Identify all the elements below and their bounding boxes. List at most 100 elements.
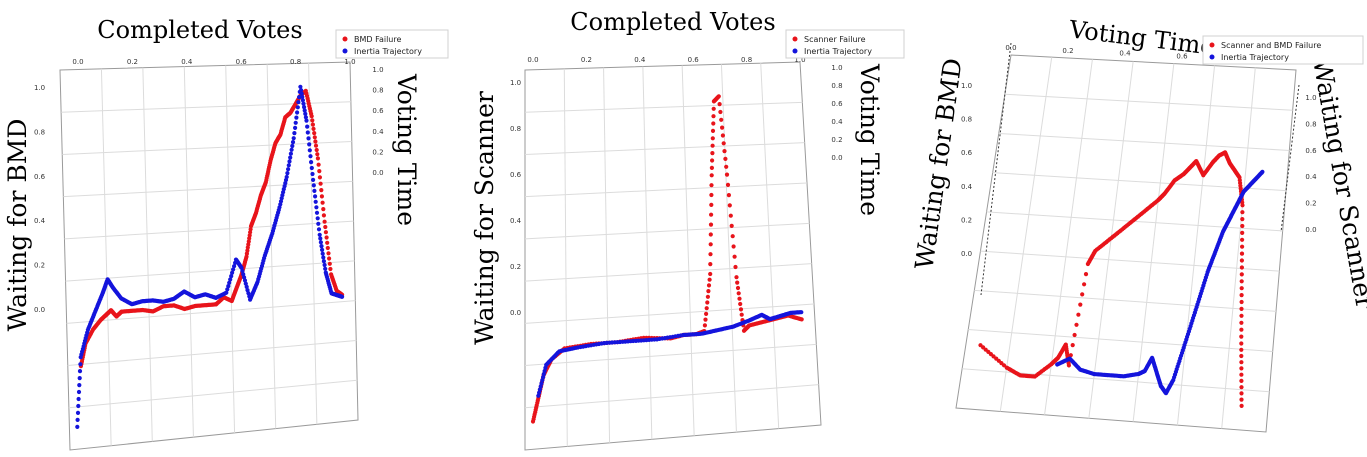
grid-line bbox=[66, 300, 356, 324]
data-point bbox=[720, 125, 725, 130]
legend-marker-red bbox=[792, 36, 798, 42]
data-point bbox=[738, 301, 743, 307]
plot-frame bbox=[955, 54, 1297, 433]
data-point bbox=[1240, 230, 1245, 235]
data-point bbox=[321, 255, 326, 260]
series-group bbox=[530, 94, 804, 424]
data-point bbox=[77, 383, 82, 388]
data-point bbox=[241, 272, 246, 277]
data-point bbox=[242, 278, 248, 283]
legend: Scanner and BMD Failure Inertia Trajecto… bbox=[1202, 35, 1364, 65]
chart-title: Completed Votes bbox=[97, 16, 302, 44]
grid-line bbox=[68, 379, 358, 409]
axis-edge-dashed bbox=[1280, 84, 1300, 233]
data-point bbox=[726, 193, 731, 198]
top-tick-label: 0.2 bbox=[581, 56, 592, 64]
data-point bbox=[710, 158, 715, 163]
right-tick-label: 0.8 bbox=[1305, 120, 1316, 128]
data-point bbox=[709, 165, 714, 170]
top-tick-label: 0.4 bbox=[1119, 50, 1131, 58]
grid-group bbox=[955, 42, 1300, 433]
data-point bbox=[323, 224, 328, 230]
left-tick-label: 0.8 bbox=[510, 125, 521, 133]
data-point bbox=[76, 396, 81, 402]
data-point bbox=[316, 221, 321, 226]
data-point bbox=[295, 110, 300, 115]
data-point bbox=[725, 182, 731, 187]
data-point bbox=[1072, 332, 1077, 338]
data-point bbox=[76, 389, 82, 395]
data-point bbox=[246, 239, 251, 244]
grid-line bbox=[64, 220, 354, 240]
grid-line bbox=[225, 65, 236, 433]
right-tick-label: 0.4 bbox=[372, 128, 384, 136]
data-point bbox=[708, 222, 714, 227]
data-point bbox=[297, 95, 302, 100]
data-point bbox=[75, 410, 81, 415]
data-point bbox=[1239, 366, 1244, 371]
data-point bbox=[735, 285, 741, 291]
data-point bbox=[318, 240, 323, 245]
data-point bbox=[311, 183, 316, 188]
data-point bbox=[299, 91, 304, 96]
top-tick-label: 0.0 bbox=[527, 56, 538, 64]
data-point bbox=[319, 194, 324, 199]
grid-group bbox=[524, 61, 822, 451]
data-point bbox=[317, 175, 322, 180]
right-tick-label: 0.2 bbox=[1305, 200, 1316, 208]
data-point bbox=[719, 117, 724, 122]
data-point bbox=[1239, 286, 1244, 291]
top-tick-label: 0.6 bbox=[688, 56, 700, 64]
data-point bbox=[1260, 169, 1265, 174]
data-point bbox=[727, 203, 732, 208]
data-point bbox=[244, 284, 249, 289]
top-tick-label: 0.2 bbox=[127, 58, 138, 66]
data-point bbox=[1239, 251, 1245, 256]
data-point bbox=[799, 310, 804, 315]
data-point bbox=[292, 131, 297, 136]
data-point bbox=[1070, 343, 1075, 348]
data-point bbox=[739, 312, 744, 317]
data-point bbox=[314, 210, 320, 215]
data-point bbox=[716, 94, 721, 99]
data-point bbox=[705, 294, 710, 299]
data-point bbox=[1239, 391, 1244, 396]
data-point bbox=[305, 130, 310, 135]
data-point bbox=[704, 306, 709, 311]
grid-line bbox=[962, 368, 1270, 393]
data-point bbox=[244, 254, 249, 259]
data-point bbox=[75, 417, 80, 422]
data-point bbox=[226, 284, 231, 289]
right-tick-labels: 1.0 0.8 0.6 0.4 0.2 0.0 bbox=[831, 64, 843, 162]
grid-line bbox=[100, 68, 112, 446]
left-tick-label: 0.6 bbox=[510, 171, 522, 179]
data-point bbox=[799, 317, 804, 322]
data-point bbox=[320, 247, 325, 252]
data-point bbox=[708, 271, 713, 277]
y-axis-label: Waiting for BMD bbox=[911, 56, 968, 271]
data-point bbox=[1240, 217, 1245, 222]
data-point bbox=[710, 136, 715, 141]
data-point bbox=[246, 291, 251, 296]
left-tick-label: 0.4 bbox=[961, 183, 973, 191]
top-tick-labels: 0.0 0.2 0.4 0.6 0.8 1.0 bbox=[72, 58, 355, 66]
data-point bbox=[307, 148, 312, 153]
top-tick-label: 0.0 bbox=[1005, 44, 1016, 52]
data-point bbox=[1239, 258, 1244, 263]
data-point bbox=[288, 155, 293, 160]
left-tick-label: 0.0 bbox=[510, 309, 521, 317]
legend-label-1: BMD Failure bbox=[354, 35, 401, 44]
data-point bbox=[340, 294, 345, 299]
data-point bbox=[1083, 272, 1089, 277]
data-point bbox=[737, 296, 742, 301]
data-point bbox=[296, 100, 301, 105]
data-point bbox=[305, 124, 310, 129]
legend-box bbox=[785, 29, 905, 59]
right-tick-label: 0.0 bbox=[831, 154, 842, 162]
grid-line bbox=[760, 63, 780, 429]
chart-svg-bmd: Completed Votes Voting Time Waiting for … bbox=[3, 16, 449, 451]
data-point bbox=[702, 323, 707, 328]
data-point bbox=[309, 160, 314, 165]
data-point bbox=[1239, 353, 1244, 359]
top-tick-label: 0.8 bbox=[741, 56, 752, 64]
